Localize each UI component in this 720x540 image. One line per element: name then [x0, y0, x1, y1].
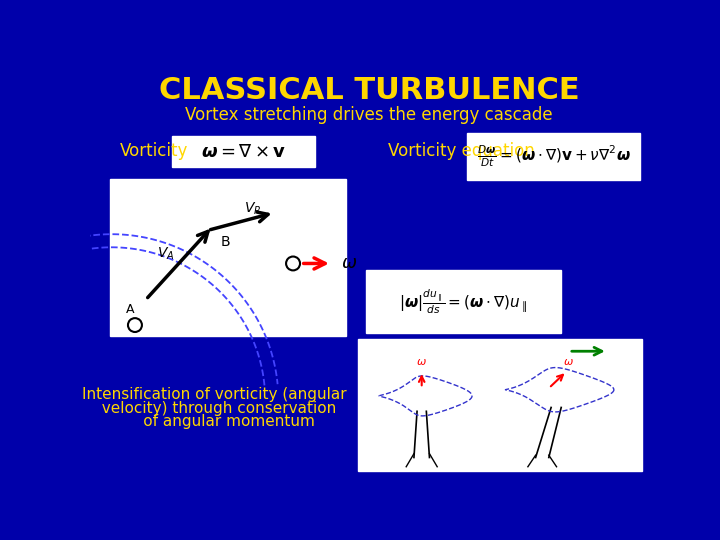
Text: $\omega$: $\omega$ [563, 357, 574, 367]
FancyBboxPatch shape [172, 137, 315, 167]
FancyBboxPatch shape [366, 269, 561, 333]
Text: Intensification of vorticity (angular: Intensification of vorticity (angular [81, 387, 346, 402]
FancyBboxPatch shape [110, 179, 346, 336]
Circle shape [128, 318, 142, 332]
Text: $V_A$: $V_A$ [157, 246, 175, 262]
Text: A: A [126, 303, 135, 316]
Text: Vortex stretching drives the energy cascade: Vortex stretching drives the energy casc… [185, 106, 553, 124]
Text: $\frac{D\boldsymbol{\omega}}{Dt} = (\boldsymbol{\omega} \cdot \nabla)\mathbf{v} : $\frac{D\boldsymbol{\omega}}{Dt} = (\bol… [477, 144, 630, 169]
Text: $\omega$: $\omega$ [341, 254, 357, 273]
Text: $\boldsymbol{\omega} = \nabla \times \mathbf{v}$: $\boldsymbol{\omega} = \nabla \times \ma… [201, 143, 286, 161]
Text: Vorticity equation: Vorticity equation [388, 142, 535, 160]
Circle shape [286, 256, 300, 271]
Text: Vorticity: Vorticity [120, 142, 188, 160]
FancyBboxPatch shape [467, 132, 640, 180]
Text: of angular momentum: of angular momentum [114, 414, 315, 429]
Text: $\omega$: $\omega$ [416, 357, 427, 367]
Text: velocity) through conservation: velocity) through conservation [92, 401, 336, 415]
Text: CLASSICAL TURBULENCE: CLASSICAL TURBULENCE [158, 76, 580, 105]
Text: $V_R$: $V_R$ [244, 200, 261, 217]
Text: B: B [221, 235, 230, 249]
FancyBboxPatch shape [358, 339, 642, 471]
Text: $|\boldsymbol{\omega}|\frac{du_{\parallel}}{ds} = (\boldsymbol{\omega} \cdot \na: $|\boldsymbol{\omega}|\frac{du_{\paralle… [400, 287, 528, 316]
